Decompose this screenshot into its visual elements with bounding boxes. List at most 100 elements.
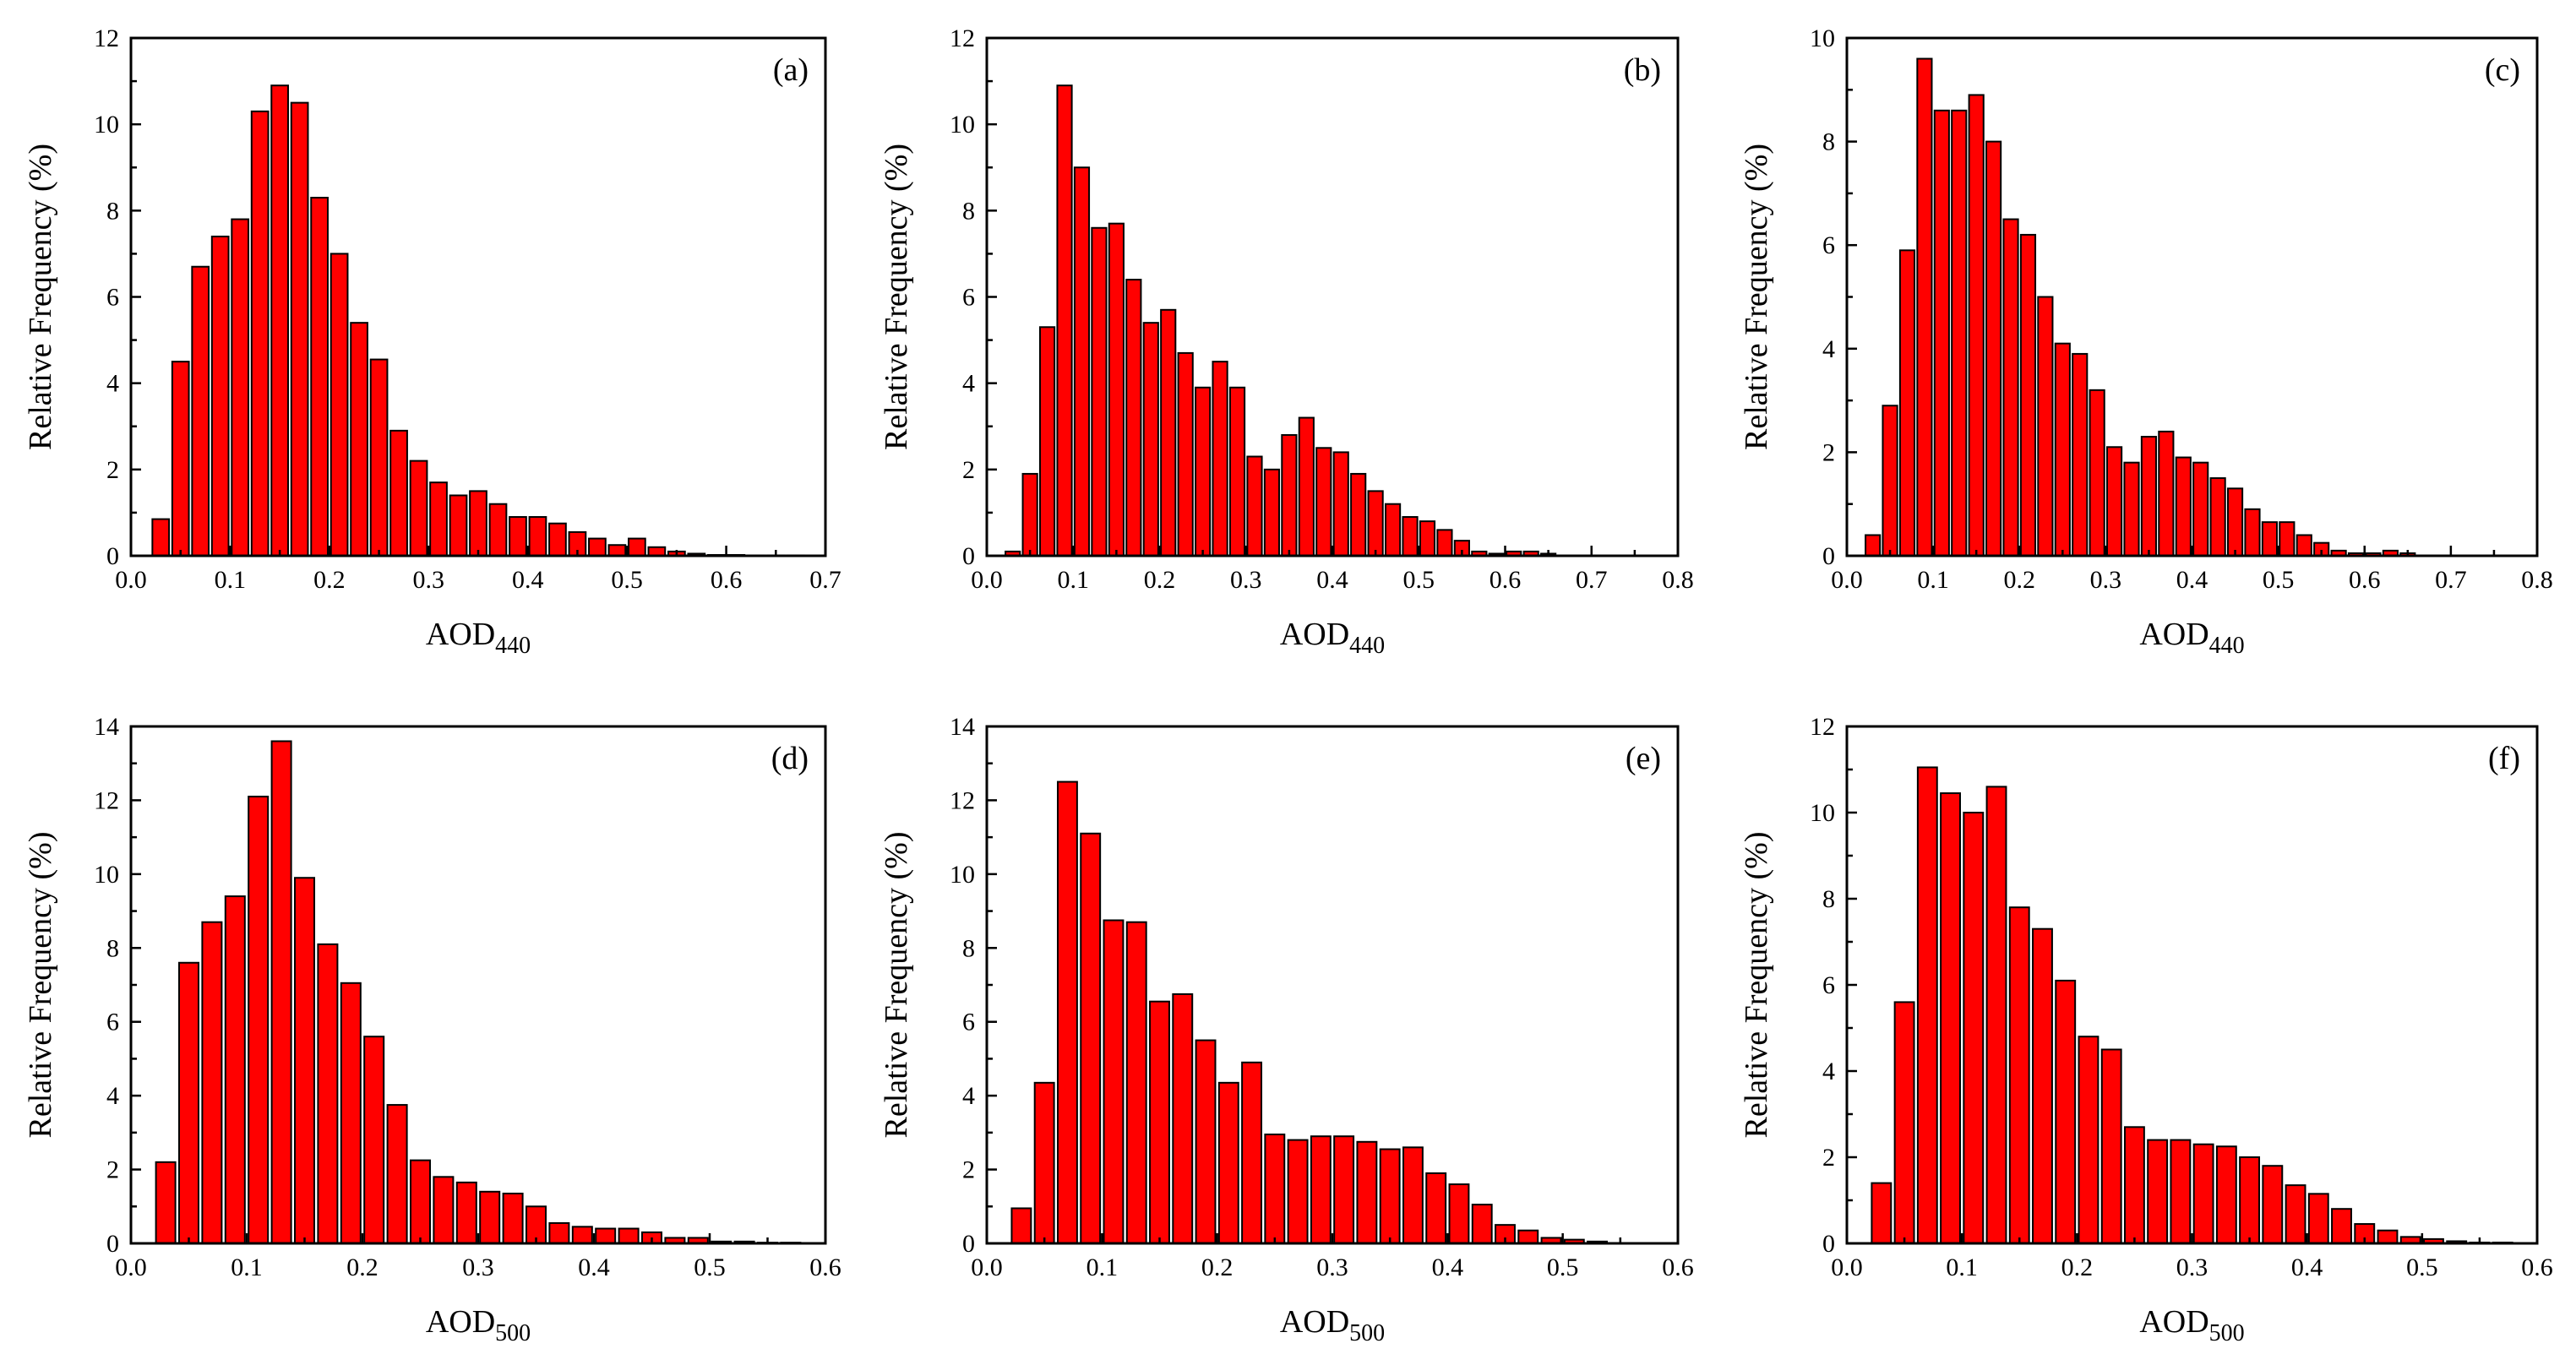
y-tick-label: 6 [106,1009,119,1036]
x-tick-label: 0.5 [2406,1254,2438,1281]
bar [2054,342,2071,557]
y-tick-label: 4 [962,1082,975,1110]
bar [1021,472,1038,557]
bar [449,494,468,557]
bar [2170,1139,2192,1244]
bar [270,84,290,557]
bar [1436,529,1453,557]
bar [1940,792,1961,1244]
x-tick-label: 0.2 [346,1254,379,1281]
y-tick-label: 12 [1810,713,1835,741]
bar [1871,1182,1893,1244]
y-tick-label: 12 [950,786,975,814]
bar [2078,1036,2099,1244]
y-tick-label: 8 [962,197,975,225]
bar [290,101,309,557]
y-axis-label: Relative Frequency (%) [879,832,914,1139]
bar [1963,812,1985,1244]
bar [210,235,230,557]
x-tick-label: 0.5 [611,566,643,594]
bar [1916,57,1933,557]
bar [248,796,270,1244]
bar [2123,1126,2145,1245]
bar [1125,921,1147,1244]
x-tick-label: 0.3 [1230,566,1262,594]
x-tick-label: 0.8 [2521,566,2553,594]
bar [1310,1135,1332,1244]
x-tick-label: 0.4 [1432,1254,1464,1281]
bar [389,429,408,557]
bar [2008,906,2030,1244]
bar [1448,1183,1470,1245]
bar [2106,446,2123,557]
x-tick-label: 0.5 [2263,566,2295,594]
bar [363,1036,385,1244]
bar [2072,352,2089,557]
bar [2037,296,2054,557]
y-tick-label: 6 [1822,231,1835,259]
bar [191,265,210,557]
bar [270,740,292,1244]
y-axis-label: Relative Frequency (%) [23,832,58,1139]
bar [1038,326,1056,557]
bar [1177,351,1194,557]
x-tick-label: 0.1 [231,1254,263,1281]
y-axis-label: Relative Frequency (%) [1739,832,1774,1139]
bar [1056,84,1073,557]
bar [528,516,547,557]
bar [2285,1184,2306,1245]
bar [1108,222,1125,557]
bar [2226,487,2244,557]
bar [502,1192,524,1244]
y-tick-label: 6 [962,284,975,312]
bar [1091,226,1108,557]
y-tick-label: 6 [1822,971,1835,999]
x-tick-label: 0.2 [2004,566,2036,594]
bar [1228,386,1246,557]
y-tick-label: 2 [962,456,975,484]
y-tick-label: 8 [1822,128,1835,156]
bar [177,961,200,1245]
y-tick-label: 8 [106,197,119,225]
bar [469,490,487,557]
y-tick-label: 0 [106,542,119,570]
bar [1332,451,1349,557]
x-tick-label: 0.7 [2435,566,2467,594]
bar [548,522,567,557]
bar [548,1221,570,1244]
bar [488,503,508,557]
y-axis-label: Relative Frequency (%) [879,144,914,450]
bar [1073,166,1091,557]
bar [2215,1145,2237,1244]
bar [2192,461,2209,557]
x-tick-label: 0.0 [1831,566,1863,594]
bar [571,1226,593,1244]
bar [2100,1048,2122,1244]
x-tick-label: 0.0 [115,566,147,594]
y-tick-label: 8 [962,934,975,962]
y-tick-label: 14 [950,713,975,741]
bar [1056,780,1078,1244]
x-tick-label: 0.4 [2176,566,2208,594]
x-tick-label: 0.4 [1316,566,1348,594]
chart-panel-d: 0.0 0.1 0.2 0.3 0.4 0.5 0.6 0 2 4 6 8 10 12 14 AOD500 Re… [23,713,841,1346]
x-tick-label: 0.3 [462,1254,494,1281]
bar [479,1190,501,1245]
bar [2331,1208,2352,1244]
y-tick-label: 12 [94,24,119,52]
bar [2123,461,2140,557]
bar [607,544,627,557]
x-tick-label: 0.7 [1576,566,1608,594]
bar [1160,308,1177,557]
bar [1985,140,2002,557]
x-tick-label: 0.0 [971,566,1003,594]
x-tick-label: 0.7 [809,566,841,594]
bar [1315,447,1332,557]
y-tick-label: 8 [1822,885,1835,913]
bar [628,537,646,557]
bar [155,1161,177,1244]
y-tick-label: 14 [94,713,119,741]
y-axis-label: Relative Frequency (%) [23,144,58,450]
x-tick-label: 0.0 [115,1254,147,1281]
bar [1241,1061,1263,1245]
